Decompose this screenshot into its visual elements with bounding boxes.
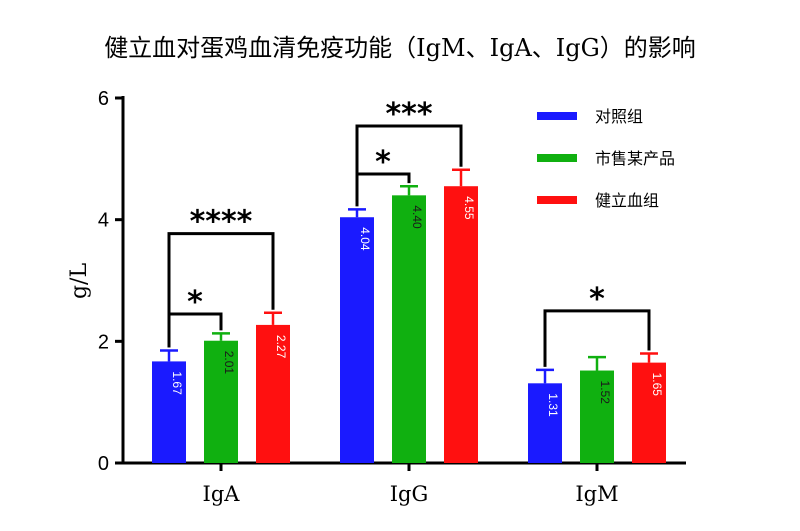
significance-label: * [375,145,391,180]
y-tick-label: 6 [98,88,109,110]
bar-data-label: 2.01 [222,351,236,375]
significance-bracket [355,124,463,207]
y-tick-label: 2 [98,331,109,353]
legend-label-1: 市售某产品 [595,149,675,168]
legend-swatch-2 [537,196,577,204]
bar-IgA-1 [204,340,238,463]
bar-IgG-2 [444,186,478,464]
x-tick-label-IgM: IgM [575,482,618,506]
bar-IgM-1 [580,370,614,463]
bar-IgM-0 [528,383,562,463]
x-tick-label-IgG: IgG [390,482,429,506]
bar-data-label: 1.65 [650,373,664,397]
significance-bracket [543,309,651,367]
significance-label: **** [190,205,253,240]
bar-IgA-0 [152,361,186,463]
significance-bracket [167,232,275,348]
bar-data-label: 2.27 [274,335,288,359]
significance-label: * [589,282,605,317]
bar-data-label: 1.31 [546,393,560,417]
legend-swatch-1 [537,154,577,162]
legend-swatch-0 [537,112,577,120]
bar-data-label: 4.40 [410,205,424,229]
y-axis-label: g/L [67,263,92,299]
y-tick-label: 0 [98,453,109,475]
legend-label-0: 对照组 [595,107,643,126]
bar-IgA-2 [256,324,290,463]
bar-data-label: 1.67 [170,371,184,395]
bar-data-label: 4.55 [462,196,476,220]
bar-IgG-1 [392,195,426,464]
y-tick-label: 4 [98,210,109,232]
legend-label-2: 健立血组 [595,191,659,210]
significance-label: * [187,285,203,320]
chart-title: 健立血对蛋鸡血清免疫功能（IgM、IgA、IgG）的影响 [104,34,696,62]
x-tick-label-IgA: IgA [203,482,241,506]
plot-area: 0 2 4 6 IgA IgG IgM 1.67 4.04 1.31 2.01 4.40 1.52 2.2… [98,88,686,506]
bar-data-label: 1.52 [598,381,612,405]
bar-IgG-0 [340,217,374,463]
bar-data-label: 4.04 [358,227,372,251]
significance-label: *** [385,97,432,132]
bar-IgM-2 [632,362,666,463]
